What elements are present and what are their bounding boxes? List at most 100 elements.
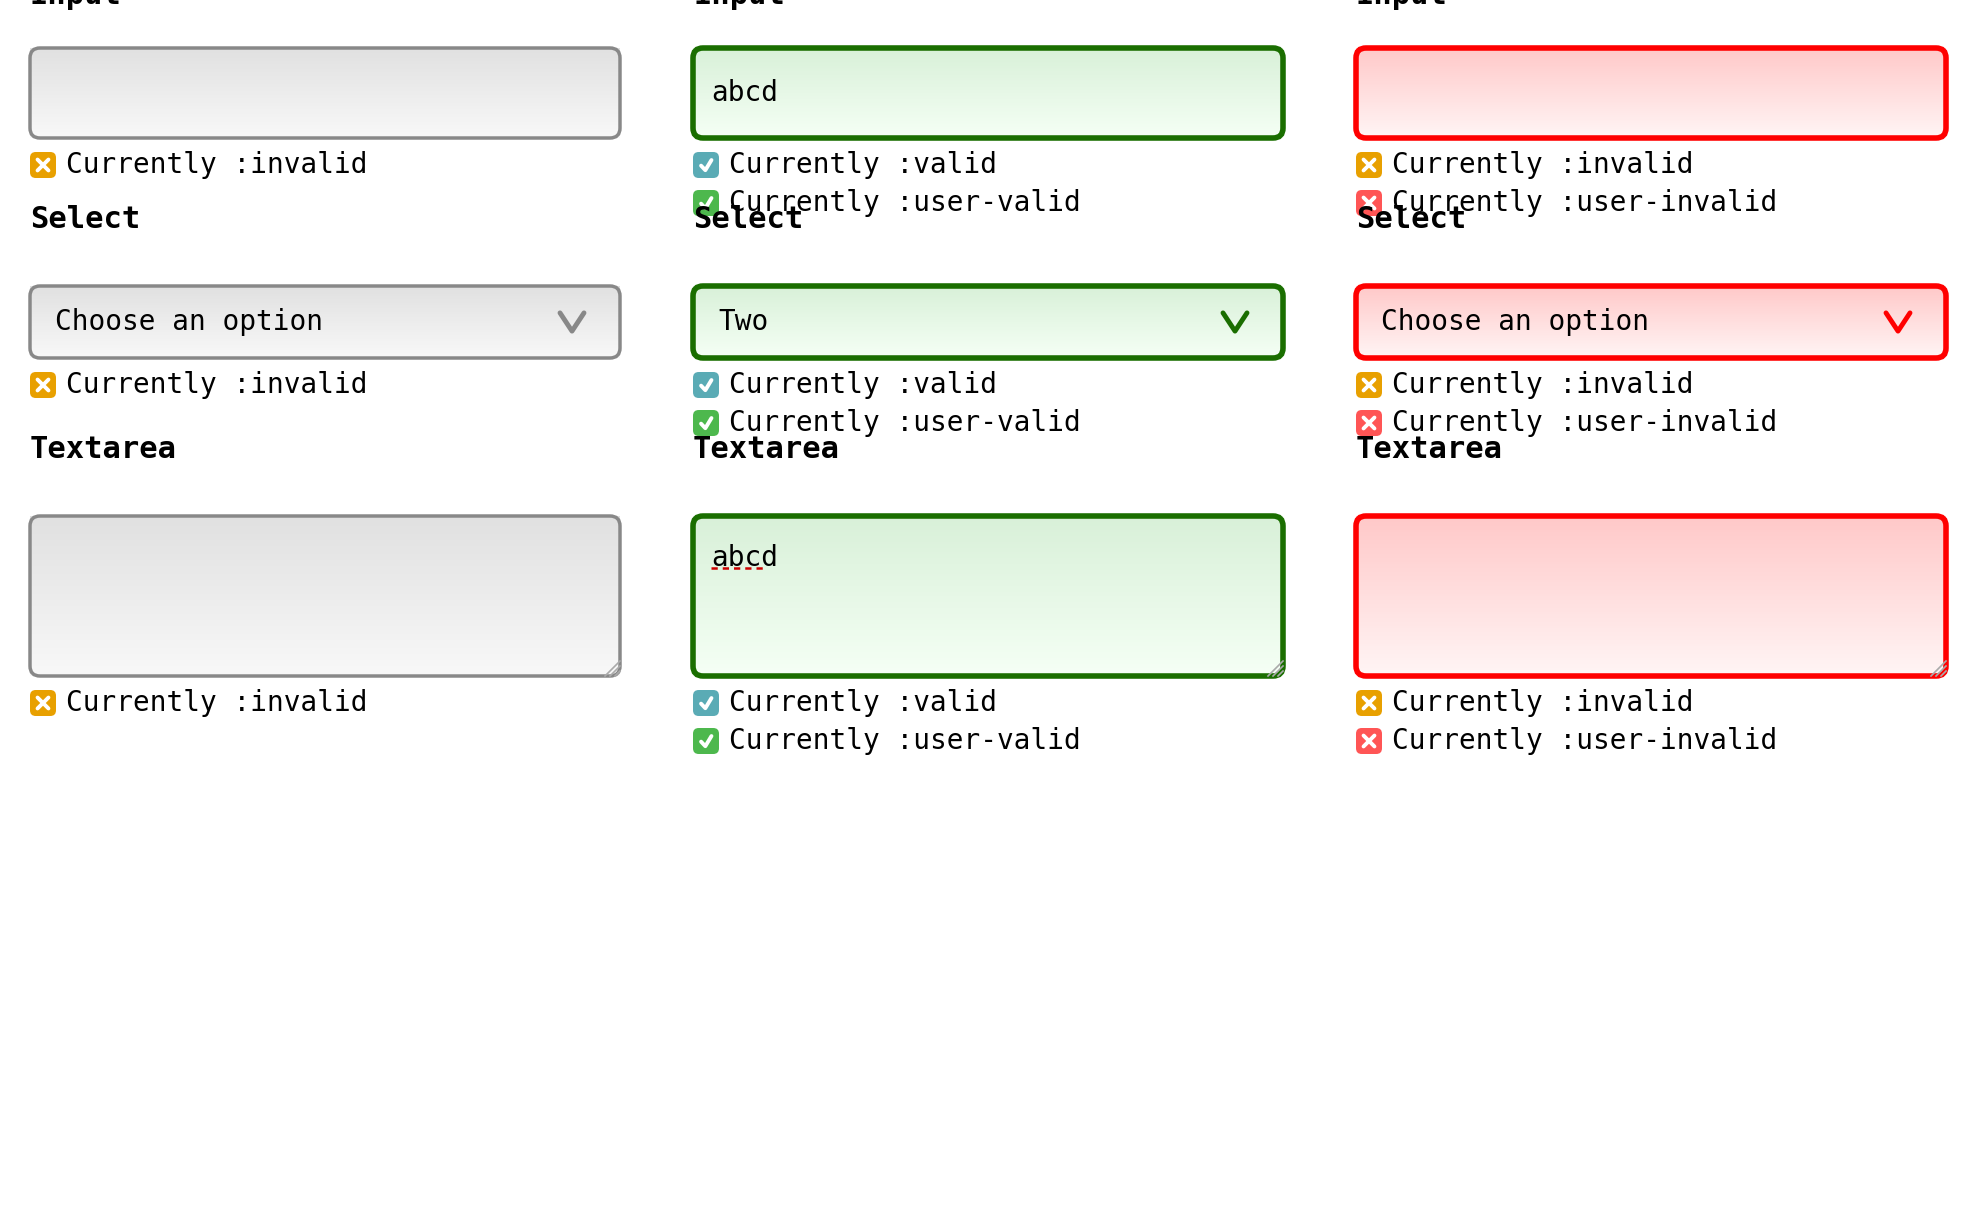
Bar [694,349,1282,350]
Bar [30,578,620,580]
Bar [1356,522,1946,524]
Bar [1356,78,1946,79]
Bar [694,603,1282,606]
Bar [694,522,1282,524]
Bar [1356,110,1946,111]
Bar [694,126,1282,127]
Bar [694,294,1282,295]
Bar [1356,95,1946,96]
Bar [694,634,1282,636]
Text: Input: Input [1356,0,1447,10]
Bar [30,316,620,317]
Bar [694,659,1282,662]
Bar [1356,668,1946,670]
Bar [694,332,1282,333]
Bar [1356,340,1946,341]
Bar [1356,596,1946,599]
Bar [694,600,1282,602]
Bar [1356,124,1946,126]
Bar [30,607,620,610]
Bar [30,69,620,71]
Bar [1356,77,1946,78]
Bar [30,296,620,297]
Bar [1356,566,1946,568]
Bar [694,347,1282,349]
Bar [1356,82,1946,83]
Bar [1356,345,1946,346]
Bar [1356,76,1946,77]
Bar [30,336,620,338]
Bar [1356,310,1946,311]
Bar [1356,638,1946,640]
Bar [1356,88,1946,90]
Bar [30,82,620,83]
Bar [1356,55,1946,57]
Bar [694,319,1282,321]
Bar [694,560,1282,562]
Bar [694,78,1282,79]
Bar [1356,65,1946,66]
Bar [30,321,620,322]
Bar [30,330,620,332]
Bar [694,573,1282,577]
Bar [1356,350,1946,352]
Bar [1356,73,1946,76]
Bar [1356,616,1946,618]
Bar [694,330,1282,332]
Bar [30,544,620,546]
Bar [30,519,620,522]
Text: Currently :user-valid: Currently :user-valid [730,410,1081,436]
Bar [1356,560,1946,562]
Bar [30,105,620,106]
Bar [694,308,1282,311]
Bar [694,48,1282,49]
Bar [694,62,1282,63]
Bar [30,600,620,602]
Bar [694,333,1282,334]
Bar [30,96,620,98]
Bar [30,87,620,89]
Bar [694,317,1282,318]
Bar [694,127,1282,128]
Bar [1356,299,1946,300]
Text: abcd: abcd [712,79,777,107]
Bar [1356,102,1946,105]
Bar [1356,67,1946,68]
Bar [694,93,1282,94]
Bar [1356,128,1946,130]
Bar [1356,94,1946,95]
Bar [694,124,1282,126]
Bar [30,355,620,356]
Bar [30,286,620,288]
Bar [1356,646,1946,649]
Bar [694,324,1282,325]
Bar [694,319,1282,321]
Bar [30,313,620,315]
Bar [30,317,620,318]
Bar [30,653,620,656]
Bar [30,110,620,111]
Bar [694,318,1282,319]
Bar [30,572,620,574]
Bar [30,71,620,73]
Bar [694,519,1282,522]
Bar [30,625,620,628]
Bar [30,618,620,620]
Bar [1356,290,1946,291]
Bar [30,318,620,319]
Bar [30,106,620,107]
Bar [30,327,620,328]
Bar [694,572,1282,574]
Bar [694,89,1282,90]
Bar [1356,343,1946,345]
Bar [30,132,620,134]
Bar [30,54,620,55]
Bar [694,623,1282,627]
Bar [1356,550,1946,552]
Bar [30,63,620,65]
Bar [30,575,620,578]
FancyBboxPatch shape [694,152,720,178]
Bar [694,312,1282,315]
Bar [30,343,620,345]
Bar [694,56,1282,59]
